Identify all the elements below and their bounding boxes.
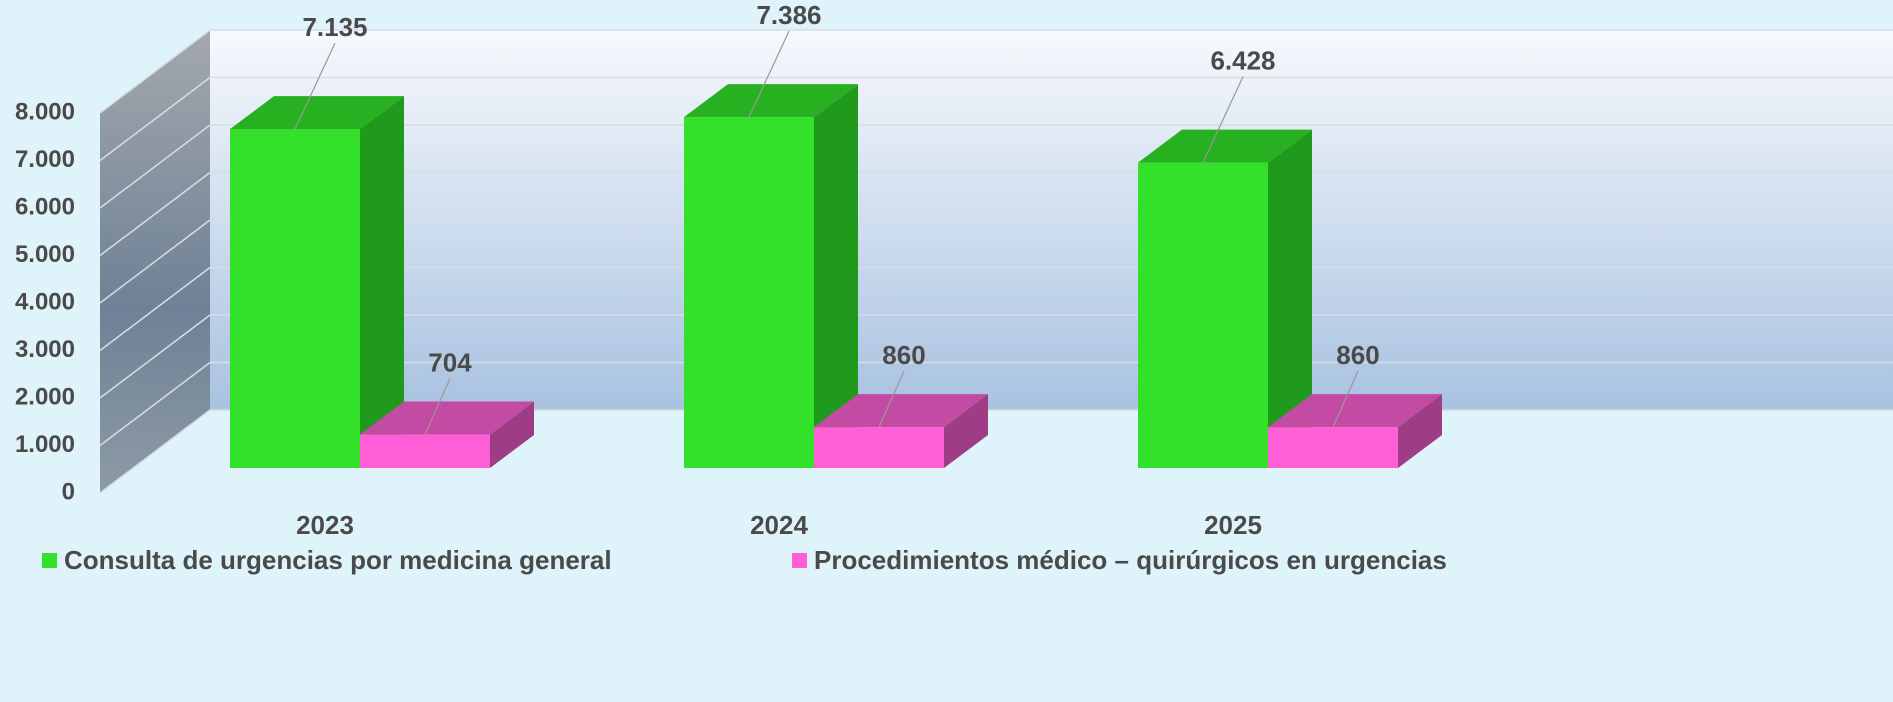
grid-line [99, 361, 211, 447]
y-tick-label: 3.000 [15, 336, 75, 363]
legend-swatch [42, 553, 57, 568]
bar-side [490, 401, 534, 468]
data-label: 860 [1336, 340, 1379, 370]
leader-line [1202, 76, 1244, 163]
bar-top [1268, 394, 1442, 428]
data-label: 7.135 [302, 12, 367, 42]
leader-line [748, 30, 790, 118]
grid-line [99, 409, 211, 494]
legend-swatch [792, 553, 807, 568]
grid-line [99, 219, 211, 304]
y-tick-label: 7.000 [15, 146, 75, 173]
x-tick-label: 2025 [1204, 510, 1262, 540]
data-label: 704 [428, 347, 472, 377]
y-tick-label: 4.000 [15, 288, 75, 315]
grid-line [99, 29, 211, 114]
bar-front [684, 117, 814, 468]
y-tick-label: 2.000 [15, 383, 75, 410]
bar-front [814, 427, 944, 468]
grid-line [99, 76, 211, 162]
bar-top [684, 84, 858, 118]
bar-front [1138, 162, 1268, 469]
grid-line [99, 124, 211, 209]
bar-front [360, 434, 490, 468]
grid-line [99, 314, 211, 399]
leader-line [1332, 370, 1359, 428]
bar-top [360, 401, 534, 435]
bar-side [360, 96, 404, 469]
bar-front [230, 129, 360, 468]
y-tick-label: 8.000 [15, 98, 75, 125]
legend-label: Procedimientos médico – quirúrgicos en u… [814, 545, 1447, 575]
y-tick-label: 0 [62, 478, 75, 505]
legend-label: Consulta de urgencias por medicina gener… [64, 545, 612, 575]
bar-top [230, 96, 404, 130]
bar-side [1268, 129, 1312, 469]
x-tick-label: 2024 [750, 510, 808, 540]
x-tick-label: 2023 [296, 510, 354, 540]
y-tick-label: 1.000 [15, 431, 75, 458]
data-label: 6.428 [1210, 46, 1275, 76]
y-tick-label: 6.000 [15, 193, 75, 220]
data-label: 860 [882, 340, 925, 370]
bar-front [1268, 427, 1398, 468]
grid-line [99, 171, 211, 257]
bar-side [1398, 394, 1442, 468]
bar-top [1138, 129, 1312, 163]
leader-line [878, 370, 905, 428]
leader-line [294, 42, 336, 130]
y-tick-label: 5.000 [15, 241, 75, 268]
leader-line [424, 378, 451, 435]
bar-side [814, 84, 858, 468]
bar-side [944, 394, 988, 468]
grid-line [99, 266, 211, 352]
data-label: 7.386 [756, 0, 821, 30]
bar-top [814, 394, 988, 428]
